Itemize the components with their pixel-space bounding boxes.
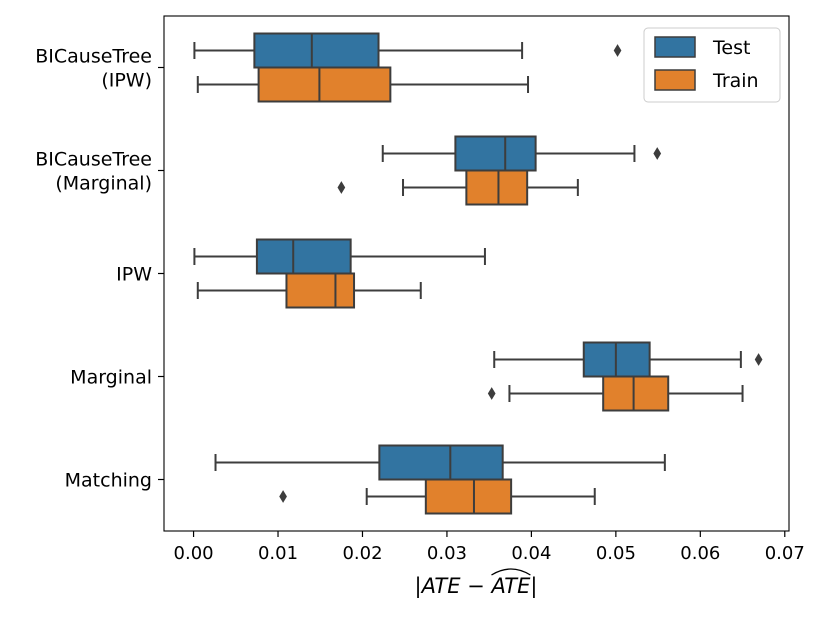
box-train-3 (487, 375, 744, 412)
y-tick-label: (Marginal) (55, 173, 152, 195)
legend-swatch-test (654, 36, 696, 58)
x-tick-label: 0.02 (342, 543, 382, 564)
box-iqr (285, 272, 356, 309)
flier-point (754, 353, 763, 366)
x-tick-label: 0.07 (765, 543, 805, 564)
y-tick-label: BICauseTree (35, 149, 152, 171)
flier-point (487, 387, 496, 400)
box-train-1 (337, 169, 579, 206)
y-tick-label: Matching (65, 470, 152, 492)
flier-point (337, 181, 346, 194)
box-iqr (454, 135, 537, 172)
box-iqr (465, 169, 529, 206)
box-test-3 (493, 341, 763, 378)
x-axis-label-right: | (530, 574, 537, 599)
svg-text:|ATE − ATE|: |ATE − ATE| (415, 574, 538, 599)
box-iqr (255, 238, 352, 275)
flier-point (613, 44, 622, 57)
box-iqr (602, 375, 670, 412)
plot-frame (163, 15, 790, 532)
flier-point (653, 147, 662, 160)
y-tick-label: IPW (116, 264, 152, 286)
box-iqr (257, 66, 392, 103)
legend-swatch-train (654, 69, 696, 91)
box-test-0 (193, 32, 622, 69)
legend-label-train: Train (712, 70, 759, 92)
box-iqr (253, 32, 380, 69)
box-iqr (378, 444, 504, 481)
x-tick-label: 0.05 (596, 543, 636, 564)
box-train-4 (279, 478, 596, 515)
x-tick-label: 0.06 (680, 543, 720, 564)
y-tick-label: (IPW) (101, 70, 152, 92)
chart-marks: BICauseTree(IPW)BICauseTree(Marginal)IPW… (35, 32, 805, 564)
legend-label-test: Test (712, 37, 750, 59)
box-train-0 (196, 66, 530, 103)
flier-point (279, 490, 287, 503)
box-train-2 (196, 272, 422, 309)
box-test-1 (381, 135, 662, 172)
legend: Test Train (643, 27, 781, 103)
x-tick-label: 0.00 (174, 543, 214, 564)
y-tick-label: Marginal (70, 367, 152, 389)
box-test-2 (193, 238, 486, 275)
x-tick-label: 0.04 (511, 543, 551, 564)
x-axis-label: |ATE − ATE| (415, 568, 538, 599)
x-axis-label-left: |ATE − (415, 574, 492, 599)
box-test-4 (214, 444, 666, 481)
x-axis-label-hat (491, 568, 531, 576)
box-iqr (424, 478, 513, 515)
x-tick-label: 0.03 (427, 543, 467, 564)
y-tick-label: BICauseTree (35, 46, 152, 68)
x-axis-label-hat-term: ATE (489, 574, 531, 598)
x-tick-label: 0.01 (258, 543, 298, 564)
